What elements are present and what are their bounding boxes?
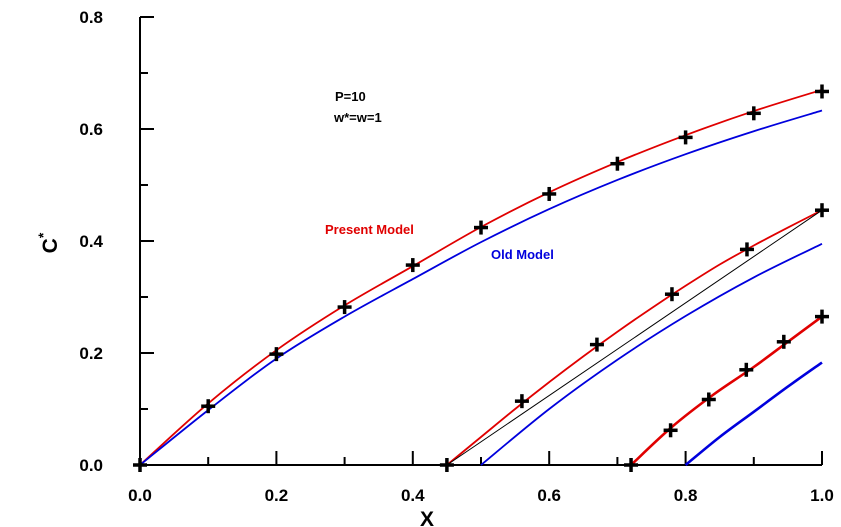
plus-marker (439, 458, 454, 472)
plus-marker (664, 287, 679, 302)
plus-marker (746, 106, 761, 121)
labels: P=10 w*=w=1 Present Model Old Model X C* (35, 89, 554, 527)
plus-marker (514, 394, 529, 409)
plus-marker (624, 458, 639, 472)
plus-marker (701, 392, 716, 407)
plus-marker (678, 130, 693, 145)
plus-marker (269, 347, 284, 362)
x-tick-label: 1.0 (810, 486, 834, 505)
axes: 0.0 0.2 0.4 0.6 0.8 1.0 0.0 0.2 0.4 0.6 0.8 (79, 8, 833, 505)
y-tick-label: 0.2 (79, 344, 103, 363)
plus-marker (474, 220, 488, 235)
series-lines (139, 88, 823, 467)
plus-marker (542, 186, 557, 201)
series-line-5 (480, 242, 823, 466)
plus-marker (589, 337, 604, 352)
series-line-7 (684, 361, 823, 467)
series-line-6 (630, 315, 823, 466)
svg-text:C*: C* (35, 232, 62, 253)
plus-marker (201, 399, 216, 414)
plus-marker (663, 423, 678, 438)
series-line-1 (139, 88, 823, 466)
plus-marker (610, 156, 625, 171)
x-tick-label: 0.0 (128, 486, 152, 505)
y-tick-label: 0.6 (79, 120, 103, 139)
plus-marker (405, 258, 420, 273)
annotation-p: P=10 (335, 89, 366, 104)
y-axis-title-sup: * (35, 232, 51, 238)
y-tick-label: 0.8 (79, 8, 103, 27)
plus-marker (739, 362, 754, 377)
plus-marker (133, 458, 147, 472)
series-label-old: Old Model (491, 247, 554, 262)
plus-marker (776, 334, 791, 349)
plus-marker (815, 203, 829, 218)
series-line-3 (446, 209, 823, 466)
data-markers (133, 84, 829, 472)
y-tick-label: 0.4 (79, 232, 103, 251)
x-tick-label: 0.2 (265, 486, 289, 505)
plus-marker (739, 242, 754, 257)
plus-marker (815, 309, 829, 324)
x-tick-label: 0.4 (401, 486, 425, 505)
y-axis-title-main: C (39, 238, 62, 253)
y-tick-label: 0.0 (79, 456, 103, 475)
y-axis-title: C* (35, 232, 62, 253)
plus-marker (815, 84, 829, 99)
series-line-4 (446, 209, 823, 466)
series-line-2 (139, 109, 823, 466)
series-label-present: Present Model (325, 222, 414, 237)
x-tick-label: 0.8 (674, 486, 698, 505)
plus-marker (337, 300, 352, 315)
x-tick-label: 0.6 (537, 486, 561, 505)
annotation-w: w*=w=1 (333, 110, 382, 125)
x-axis-title: X (420, 508, 434, 527)
